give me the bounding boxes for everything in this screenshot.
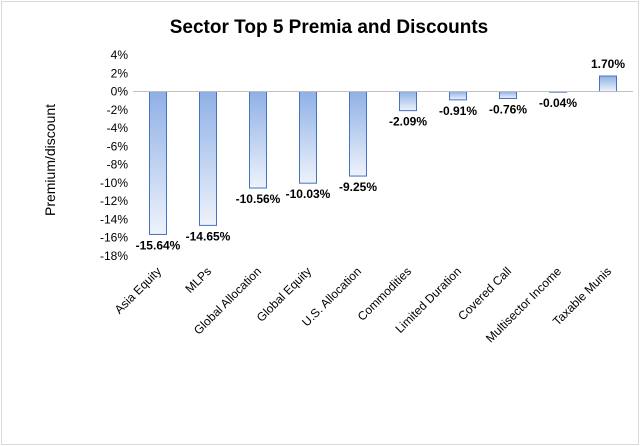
y-tick-label: -2%: [107, 103, 129, 117]
y-tick-label: -12%: [100, 194, 128, 208]
data-label: -0.04%: [539, 96, 577, 110]
bar: [449, 91, 467, 101]
data-label: -10.03%: [286, 187, 331, 201]
x-tick-label: MLPs: [183, 264, 215, 296]
y-tick-label: -4%: [107, 121, 129, 135]
bar: [149, 91, 167, 235]
bar: [399, 91, 417, 112]
data-label: -10.56%: [236, 192, 281, 206]
data-label: 1.70%: [591, 57, 625, 71]
data-label: -0.91%: [439, 104, 477, 118]
bar: [499, 91, 517, 99]
y-tick-label: 4%: [111, 48, 129, 62]
bar: [599, 75, 617, 93]
y-tick-label: -16%: [100, 231, 128, 245]
data-labels: -15.64% -14.65% -10.56% -10.03% -9.25% -2.09%…: [136, 57, 626, 252]
data-label: -2.09%: [389, 115, 427, 129]
y-tick-label: -8%: [107, 158, 129, 172]
x-tick-label: Asia Equity: [112, 264, 164, 316]
y-axis-title: Premium/discount: [42, 104, 58, 216]
y-tick-label: 0%: [111, 85, 129, 99]
y-tick-label: -14%: [100, 212, 128, 226]
bars: [149, 75, 617, 235]
data-label: -14.65%: [186, 229, 231, 243]
bar: [249, 91, 267, 189]
bar: [199, 91, 217, 226]
y-tick-label: -10%: [100, 176, 128, 190]
data-label: -9.25%: [339, 180, 377, 194]
y-tick-label: 2%: [111, 66, 129, 80]
chart-title: Sector Top 5 Premia and Discounts: [170, 17, 489, 38]
bar: [349, 91, 367, 177]
y-tick-label: -18%: [100, 249, 128, 263]
y-axis: 4% 2% 0% -2% -4% -6% -8% -10% -12% -14% -16% -18%: [100, 48, 128, 263]
y-tick-label: -6%: [107, 139, 129, 153]
data-label: -0.76%: [489, 102, 527, 116]
bar: [299, 91, 317, 184]
data-label: -15.64%: [136, 238, 181, 252]
